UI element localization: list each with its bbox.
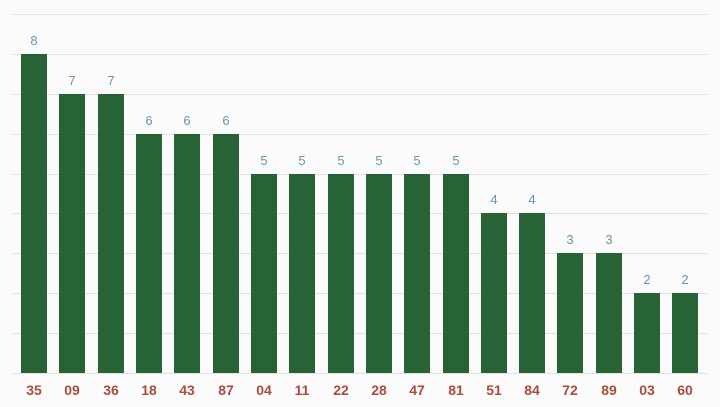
x-axis-label: 81 [448,382,464,398]
bar-value-label: 2 [643,272,651,287]
bar-value-label: 6 [145,113,153,128]
bar-value-label: 5 [413,153,421,168]
x-axis-label: 84 [524,382,540,398]
bar-value-label: 8 [30,33,38,48]
bar-09[interactable] [59,94,85,373]
bar-18[interactable] [136,134,162,373]
bar-value-label: 5 [452,153,460,168]
bar-89[interactable] [596,253,622,373]
x-axis-label: 72 [562,382,578,398]
bar-04[interactable] [251,174,277,373]
bar-11[interactable] [289,174,315,373]
bar-47[interactable] [404,174,430,373]
bar-value-label: 7 [107,73,115,88]
bar-value-label: 6 [222,113,230,128]
bar-value-label: 4 [490,192,498,207]
bar-value-label: 6 [183,113,191,128]
bar-81[interactable] [443,174,469,373]
gridline [12,213,707,214]
bar-72[interactable] [557,253,583,373]
gridline [12,134,707,135]
bar-value-label: 5 [375,153,383,168]
gridline [12,54,707,55]
gridline [12,94,707,95]
bar-03[interactable] [634,293,660,373]
x-axis-label: 60 [677,382,693,398]
bar-value-label: 4 [528,192,536,207]
bar-87[interactable] [213,134,239,373]
x-axis-label: 03 [639,382,655,398]
bar-36[interactable] [98,94,124,373]
x-axis-label: 51 [486,382,502,398]
gridline [12,373,707,374]
x-axis-label: 18 [141,382,157,398]
x-axis-label: 28 [371,382,387,398]
bar-value-label: 5 [298,153,306,168]
bar-value-label: 3 [566,232,574,247]
x-axis-label: 09 [64,382,80,398]
bar-value-label: 2 [681,272,689,287]
gridline [12,333,707,334]
x-axis-label: 36 [103,382,119,398]
bar-43[interactable] [174,134,200,373]
bar-value-label: 5 [337,153,345,168]
gridline [12,293,707,294]
x-axis-label: 22 [333,382,349,398]
bar-22[interactable] [328,174,354,373]
x-axis-label: 87 [218,382,234,398]
bar-value-label: 7 [68,73,76,88]
gridline [12,174,707,175]
x-axis-label: 04 [256,382,272,398]
bar-60[interactable] [672,293,698,373]
bar-35[interactable] [21,54,47,373]
bar-84[interactable] [519,213,545,373]
gridline [12,14,707,15]
x-axis-label: 47 [409,382,425,398]
bar-value-label: 5 [260,153,268,168]
x-axis-label: 35 [26,382,42,398]
gridline [12,253,707,254]
x-axis-label: 11 [294,382,310,398]
x-axis-label: 43 [179,382,195,398]
bar-value-label: 3 [605,232,613,247]
bar-28[interactable] [366,174,392,373]
bar-51[interactable] [481,213,507,373]
x-axis-label: 89 [601,382,617,398]
